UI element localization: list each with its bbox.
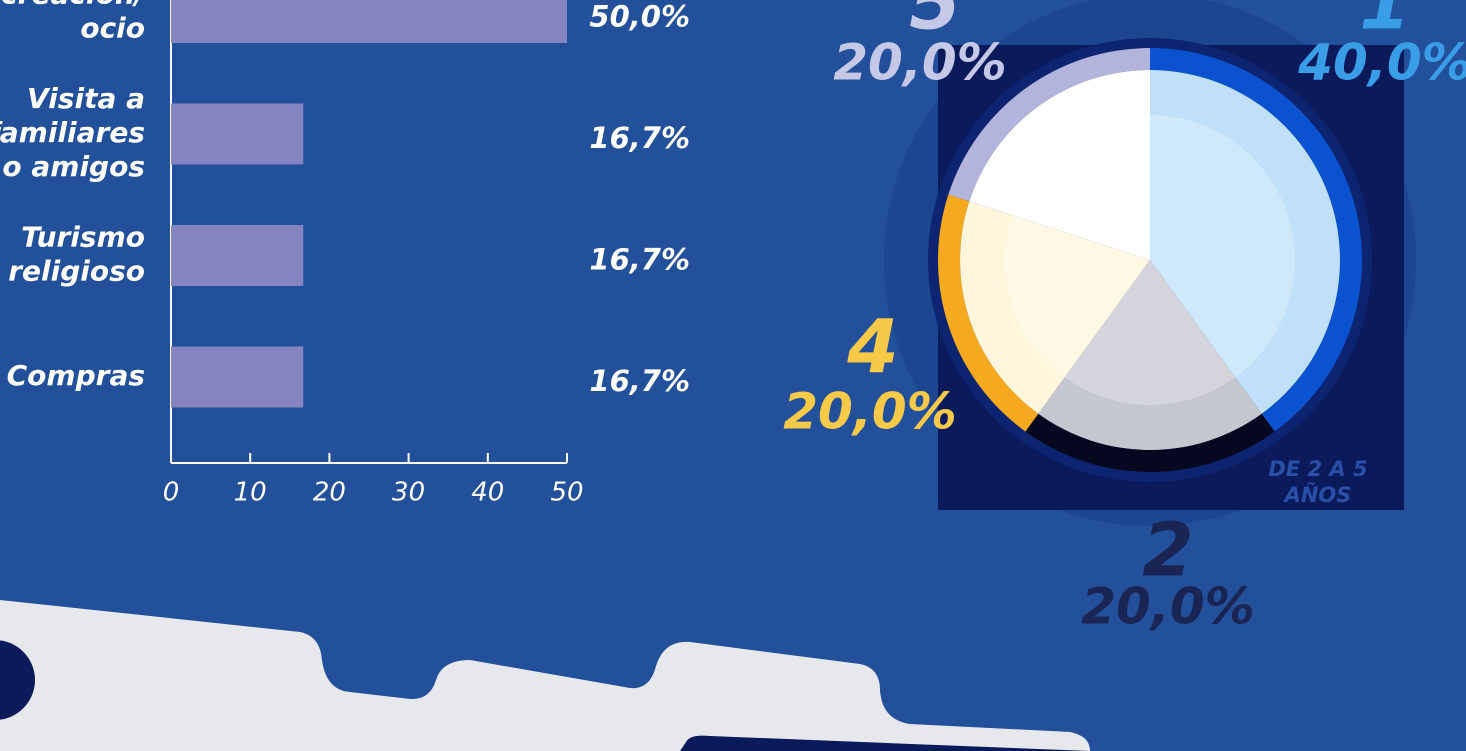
slice-fill: [969, 70, 1150, 260]
value-label: 16,7%: [589, 243, 690, 277]
slice-ring: [938, 194, 1039, 432]
decor-shape: [0, 600, 1090, 751]
value-label: 16,7%: [589, 364, 690, 398]
slice-value: 20,0%: [1081, 578, 1254, 636]
slice-fill: [1150, 70, 1340, 414]
pie-slice: [1150, 48, 1362, 432]
category-label: Visita a familiares o amigos: [0, 82, 145, 183]
bar: [171, 225, 304, 286]
category-label: Recreación/ocio: [0, 0, 148, 45]
pie-slice: [938, 194, 1150, 432]
slice-ring: [1025, 413, 1275, 473]
decor-shape: [680, 735, 1090, 751]
pie-slice: [948, 48, 1150, 260]
bar-chart: 0 10 20 30 40 50 Recreación/ocio 50,0% Visita af…: [0, 0, 690, 508]
x-tick-label: 10: [234, 478, 267, 508]
x-tick-label: 50: [550, 478, 583, 508]
value-label: 16,7%: [589, 121, 690, 155]
x-tick-label: 20: [313, 478, 346, 508]
slice-fill: [960, 201, 1150, 414]
annotation: DE 2 A 5 AÑOS: [1268, 457, 1367, 507]
pie-chart: 140,0%220,0%420,0%520,0%DE 2 A 5 AÑOS: [783, 0, 1466, 636]
x-tick-label: 0: [163, 478, 180, 508]
x-tick-label: 30: [392, 478, 425, 508]
slice-value: 20,0%: [833, 34, 1006, 92]
bar: [171, 103, 304, 165]
slice-category: 5: [909, 0, 961, 47]
category-label: Turismo religioso: [8, 221, 145, 288]
pie-slice: [1025, 260, 1275, 473]
decor-dot: [0, 640, 35, 720]
slice-value: 40,0%: [1297, 34, 1466, 92]
slice-category: 2: [1142, 508, 1194, 594]
slice-ring: [948, 48, 1150, 202]
pie-highlight: [1005, 115, 1295, 405]
x-tick-label: 40: [471, 478, 504, 508]
slice-category: 1: [1359, 0, 1411, 47]
slice-fill: [1038, 260, 1262, 451]
slice-category: 4: [846, 305, 899, 391]
slice-ring: [1150, 48, 1362, 432]
bar: [171, 346, 304, 408]
value-label: 50,0%: [589, 0, 690, 34]
category-label: Compras: [7, 359, 145, 392]
slice-value: 20,0%: [783, 383, 956, 441]
bar: [171, 0, 567, 43]
